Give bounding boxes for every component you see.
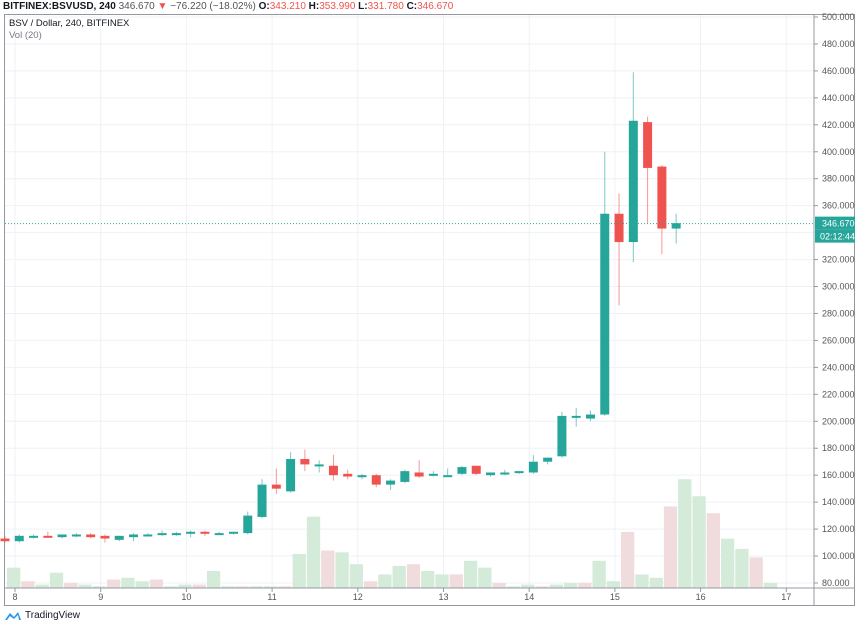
- time-tick: 11: [267, 592, 276, 602]
- open-label: O:: [258, 1, 270, 12]
- price-tick: 240.000: [822, 362, 855, 372]
- tradingview-cloud-icon: [5, 612, 21, 620]
- last-price-axis-label: 346.670: [822, 219, 855, 229]
- price-tick: 120.000: [822, 524, 855, 534]
- time-tick: 13: [438, 592, 448, 602]
- price-tick: 420.000: [822, 120, 855, 130]
- time-tick: 14: [524, 592, 534, 602]
- price-tick: 260.000: [822, 335, 855, 345]
- open-value: 343.210: [269, 1, 306, 12]
- symbol-label: BITFINEX:BSVUSD, 240: [3, 1, 116, 12]
- price-tick: 360.000: [822, 201, 855, 211]
- high-label: H:: [308, 1, 320, 12]
- price-tick: 320.000: [822, 255, 855, 265]
- price-tick: 160.000: [822, 470, 855, 480]
- time-tick: 12: [353, 592, 363, 602]
- legend-title: BSV / Dollar, 240, BITFINEX: [9, 18, 130, 29]
- countdown-badge: [815, 229, 855, 243]
- price-tick: 220.000: [822, 389, 855, 399]
- price-tick: 480.000: [822, 39, 855, 49]
- price-tick: 440.000: [822, 93, 855, 103]
- last-price-badge: [815, 216, 855, 230]
- price-change: −76.220 (−18.02%): [170, 1, 256, 12]
- price-tick: 140.000: [822, 497, 855, 507]
- legend-volume: Vol (20): [9, 30, 42, 41]
- time-tick: 15: [610, 592, 620, 602]
- time-tick: 8: [12, 592, 17, 602]
- time-tick: 10: [181, 592, 191, 602]
- tradingview-logo[interactable]: TradingView: [4, 610, 80, 621]
- price-tick: 280.000: [822, 308, 855, 318]
- countdown-label: 02:12:44: [820, 232, 855, 242]
- price-tick: 100.000: [822, 551, 855, 561]
- down-arrow-icon: ▼: [157, 1, 168, 12]
- price-tick: 300.000: [822, 282, 855, 292]
- close-label: C:: [406, 1, 418, 12]
- symbol-header: BITFINEX:BSVUSD, 240 346.670 ▼ −76.220 (…: [3, 0, 453, 14]
- price-tick: 400.000: [822, 147, 855, 157]
- time-tick: 9: [98, 592, 103, 602]
- price-tick: 500.000: [822, 12, 855, 22]
- price-tick: 180.000: [822, 443, 855, 453]
- time-tick: 17: [781, 592, 791, 602]
- price-tick: 200.000: [822, 416, 855, 426]
- last-price: 346.670: [118, 1, 155, 12]
- low-label: L:: [358, 1, 368, 12]
- time-tick: 16: [696, 592, 706, 602]
- price-tick: 380.000: [822, 174, 855, 184]
- high-value: 353.990: [319, 1, 356, 12]
- chart-legend: BSV / Dollar, 240, BITFINEX Vol (20): [9, 18, 129, 42]
- low-value: 331.780: [367, 1, 404, 12]
- price-tick: 460.000: [822, 66, 855, 76]
- price-tick: 80.000: [822, 578, 850, 588]
- close-value: 346.670: [417, 1, 454, 12]
- chart-frame[interactable]: [4, 14, 855, 606]
- brand-label: TradingView: [25, 610, 81, 621]
